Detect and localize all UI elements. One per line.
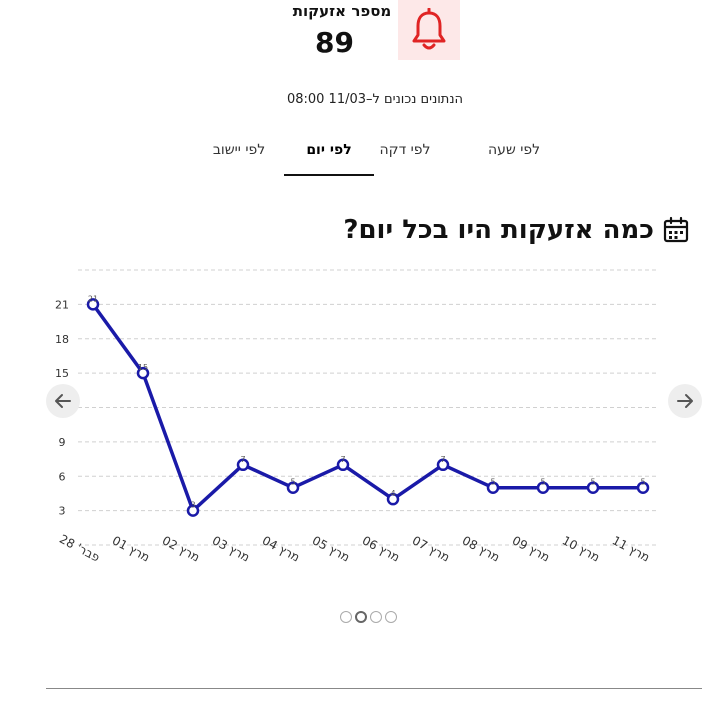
stat-label: מספר אזעקות bbox=[292, 2, 392, 20]
chart-title-row: כמה אזעקות היו בכל יום? bbox=[340, 210, 690, 250]
series-line bbox=[91, 303, 643, 513]
data-updated-note: הנתונים נכונים ל–11/03 08:00 bbox=[286, 92, 464, 107]
x-tick-label: מרץ 09 bbox=[510, 533, 552, 564]
section-divider bbox=[46, 688, 702, 689]
data-label: 3 bbox=[190, 501, 195, 510]
tab-by-minute[interactable]: לפי דקה bbox=[379, 142, 431, 158]
arrow-right-icon bbox=[677, 394, 693, 408]
stat-value: 89 bbox=[315, 26, 354, 59]
data-point[interactable] bbox=[436, 458, 450, 472]
data-label: 21 bbox=[88, 294, 98, 303]
x-tick-label: פבר' 28 bbox=[57, 532, 102, 565]
data-point[interactable] bbox=[636, 481, 650, 494]
pagination-dot[interactable] bbox=[385, 611, 397, 623]
data-label: 5 bbox=[590, 478, 595, 487]
y-tick-label: 3 bbox=[59, 505, 66, 518]
prev-button[interactable] bbox=[46, 384, 80, 418]
x-tick-label: מרץ 03 bbox=[210, 533, 252, 564]
data-label: 7 bbox=[240, 455, 245, 464]
data-point[interactable] bbox=[486, 481, 500, 494]
y-tick-label: 18 bbox=[55, 333, 69, 346]
data-label: 15 bbox=[138, 363, 148, 372]
data-point[interactable] bbox=[336, 458, 350, 472]
data-label: 5 bbox=[290, 478, 295, 487]
data-label: 7 bbox=[440, 455, 445, 464]
carousel-pagination bbox=[340, 611, 397, 623]
data-point[interactable] bbox=[136, 366, 150, 380]
arrow-left-icon bbox=[55, 394, 71, 408]
tab-by-hour[interactable]: לפי שעה bbox=[487, 142, 541, 158]
tab-by-day[interactable]: לפי יום bbox=[284, 138, 374, 176]
data-label: 7 bbox=[340, 455, 345, 464]
x-tick-label: מרץ 08 bbox=[460, 533, 502, 564]
y-tick-label: 6 bbox=[59, 470, 66, 483]
pagination-dot[interactable] bbox=[340, 611, 352, 623]
y-tick-label: 9 bbox=[59, 436, 66, 449]
data-point[interactable] bbox=[236, 458, 250, 472]
tab-by-locality[interactable]: לפי יישוב bbox=[212, 142, 266, 158]
data-point[interactable] bbox=[286, 481, 300, 494]
bell-icon bbox=[412, 8, 446, 50]
calendar-icon bbox=[663, 216, 689, 243]
data-label: 5 bbox=[490, 478, 495, 487]
view-tabs: לפי שעה לפי דקה לפי יום לפי יישוב bbox=[195, 138, 555, 178]
data-point[interactable] bbox=[536, 481, 550, 494]
pagination-dot[interactable] bbox=[370, 611, 382, 623]
chart-title: כמה אזעקות היו בכל יום? bbox=[343, 215, 654, 245]
x-tick-label: מרץ 01 bbox=[110, 533, 152, 564]
x-tick-label: מרץ 02 bbox=[160, 533, 202, 564]
data-label: 4 bbox=[390, 489, 395, 498]
x-tick-label: מרץ 10 bbox=[560, 533, 602, 564]
y-tick-label: 21 bbox=[55, 298, 69, 311]
data-point[interactable] bbox=[186, 504, 200, 517]
y-tick-label: 15 bbox=[55, 367, 69, 380]
x-tick-label: מרץ 04 bbox=[260, 533, 302, 564]
data-point[interactable] bbox=[386, 492, 400, 506]
next-button[interactable] bbox=[668, 384, 702, 418]
data-label: 5 bbox=[640, 478, 645, 487]
alert-badge bbox=[398, 0, 460, 60]
data-label: 5 bbox=[540, 478, 545, 487]
x-tick-label: מרץ 06 bbox=[360, 533, 402, 564]
x-tick-label: מרץ 07 bbox=[410, 533, 452, 564]
data-point[interactable] bbox=[586, 481, 600, 494]
data-point[interactable] bbox=[86, 298, 100, 311]
x-tick-label: מרץ 05 bbox=[310, 533, 352, 564]
pagination-dot[interactable] bbox=[355, 611, 367, 623]
x-tick-label: מרץ 11 bbox=[610, 533, 652, 564]
